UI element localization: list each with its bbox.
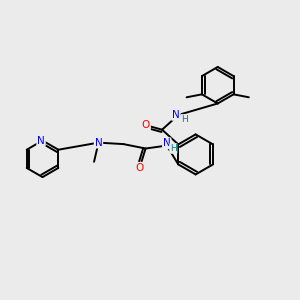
Text: N: N bbox=[163, 138, 171, 148]
Text: N: N bbox=[172, 110, 180, 120]
Text: H: H bbox=[170, 144, 177, 153]
Text: N: N bbox=[94, 138, 102, 148]
Text: O: O bbox=[142, 120, 150, 130]
Text: N: N bbox=[37, 136, 45, 146]
Text: H: H bbox=[182, 115, 188, 124]
Text: O: O bbox=[136, 163, 144, 173]
